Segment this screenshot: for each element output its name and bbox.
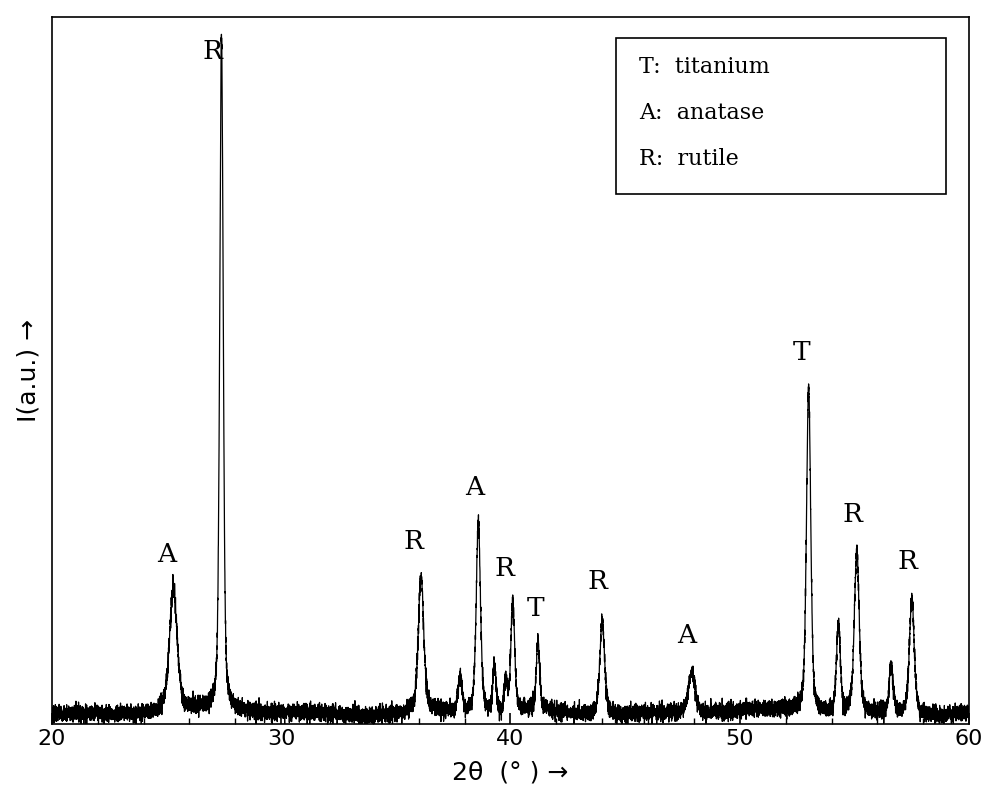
Text: R: R [202, 38, 222, 64]
FancyBboxPatch shape [616, 38, 946, 194]
Text: R: R [588, 570, 608, 594]
Text: A: A [677, 623, 697, 648]
X-axis label: 2θ  (° ) →: 2θ (° ) → [452, 760, 569, 784]
Text: R: R [842, 502, 862, 527]
Y-axis label: I(a.u.) →: I(a.u.) → [17, 319, 41, 422]
Text: T: T [527, 596, 545, 622]
Text: R: R [495, 556, 515, 581]
Text: R: R [403, 529, 423, 553]
Text: R: R [897, 549, 917, 574]
Text: A: A [157, 542, 176, 567]
Text: A: A [465, 475, 484, 500]
Text: T: T [793, 340, 811, 365]
Text: T:  titanium: T: titanium [639, 55, 770, 78]
Text: A:  anatase: A: anatase [639, 102, 764, 123]
Text: R:  rutile: R: rutile [639, 147, 739, 170]
